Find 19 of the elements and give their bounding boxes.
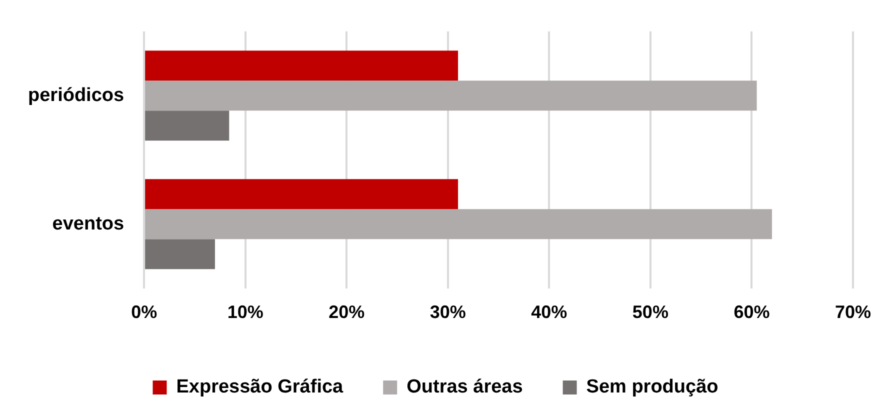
legend-label: Sem produção (586, 376, 718, 398)
y-tick-label: eventos (52, 213, 124, 234)
legend-label: Outras áreas (406, 376, 523, 398)
x-tick-label: 60% (734, 302, 770, 322)
x-tick-label: 70% (834, 302, 871, 322)
bar (145, 209, 772, 240)
legend-label: Expressão Gráfica (176, 376, 344, 398)
x-tick-label: 30% (430, 302, 466, 322)
bar (145, 110, 230, 141)
x-tick-label: 40% (531, 302, 568, 322)
x-tick-label: 0% (131, 302, 158, 322)
bar (145, 179, 458, 210)
bar (145, 80, 757, 111)
x-tick-label: 50% (632, 302, 668, 322)
x-tick-label: 20% (328, 302, 365, 322)
bar (145, 50, 458, 81)
x-tick-label: 10% (227, 302, 264, 322)
bar (145, 239, 215, 270)
y-tick-label: periódicos (28, 84, 124, 106)
